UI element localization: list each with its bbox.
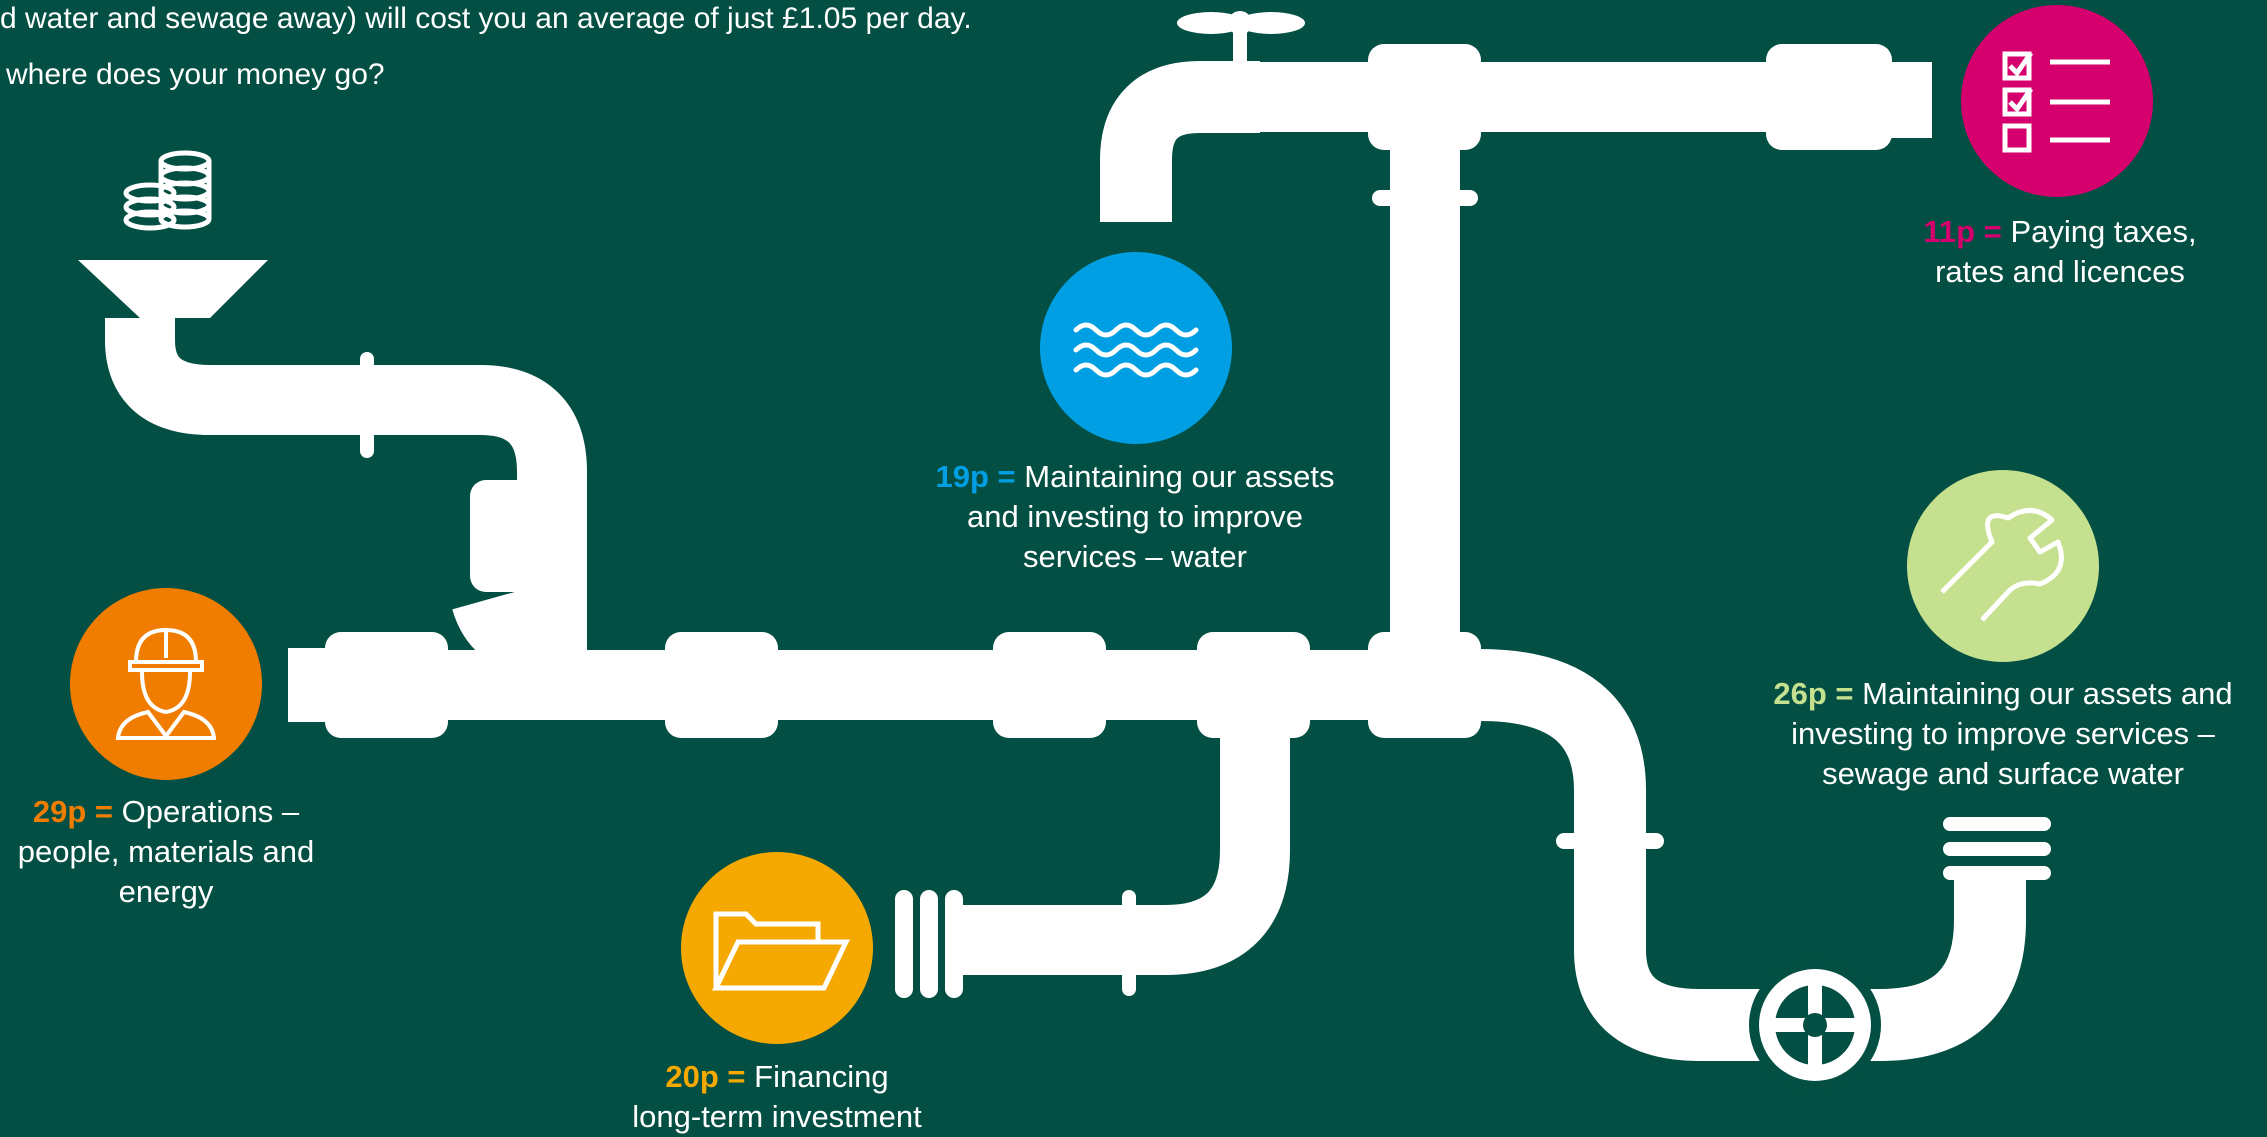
- folder-icon: [712, 911, 850, 991]
- valve-wheel-icon: [1749, 959, 1881, 1091]
- taxes-text-2: rates and licences: [1935, 254, 2185, 289]
- financing-icon-circle: [681, 852, 873, 1044]
- coins-icon: [123, 150, 212, 231]
- water-text-2: and investing to improve: [966, 499, 1304, 534]
- water-text-1: Maintaining our assets: [1024, 459, 1335, 494]
- tap-spout: [1100, 61, 1260, 222]
- sewage-pipe: [1440, 649, 2026, 1061]
- sewage-text-1: Maintaining our assets and: [1862, 676, 2233, 711]
- intro-text-line-1: d water and sewage away) will cost you a…: [0, 2, 972, 35]
- water-waves-icon: [1073, 322, 1199, 378]
- sewage-text-3: sewage and surface water: [1822, 756, 2184, 791]
- financing-text-2: long-term investment: [632, 1099, 922, 1134]
- inlet-pipe: [105, 318, 587, 650]
- financing-label: 20p = Financing long-term investment: [597, 1057, 957, 1137]
- operations-amount: 29p =: [32, 794, 113, 829]
- financing-pipe: [960, 700, 1290, 975]
- sewage-text-2: investing to improve services –: [1791, 716, 2215, 751]
- operations-text-1: Operations –: [121, 794, 300, 829]
- water-label: 19p = Maintaining our assets and investi…: [905, 457, 1365, 577]
- financing-text-1: Financing: [754, 1059, 889, 1094]
- water-amount: 19p =: [935, 459, 1016, 494]
- operations-text-3: energy: [118, 874, 214, 909]
- taxes-amount: 11p =: [1923, 214, 2002, 249]
- pipe-network: [78, 11, 2051, 1061]
- sewage-amount: 26p =: [1773, 676, 1854, 711]
- intro-question: where does your money go?: [6, 58, 385, 91]
- water-icon-circle: [1040, 252, 1232, 444]
- riser-pipe: [1390, 70, 1460, 670]
- taxes-label: 11p = Paying taxes, rates and licences: [1860, 212, 2260, 292]
- funnel: [78, 260, 268, 318]
- operations-icon-circle: [70, 588, 262, 780]
- checklist-icon: [2002, 51, 2110, 153]
- taxes-text-1: Paying taxes,: [2010, 214, 2197, 249]
- sewage-label: 26p = Maintaining our assets and investi…: [1748, 674, 2258, 794]
- wrench-icon: [1940, 508, 2064, 622]
- sewage-icon-circle: [1907, 470, 2099, 662]
- financing-amount: 20p =: [665, 1059, 746, 1094]
- worker-hardhat-icon: [115, 627, 217, 740]
- taxes-icon-circle: [1961, 5, 2153, 197]
- operations-label: 29p = Operations – people, materials and…: [0, 792, 332, 912]
- operations-text-2: people, materials and: [17, 834, 315, 869]
- water-text-3: services – water: [1023, 539, 1247, 574]
